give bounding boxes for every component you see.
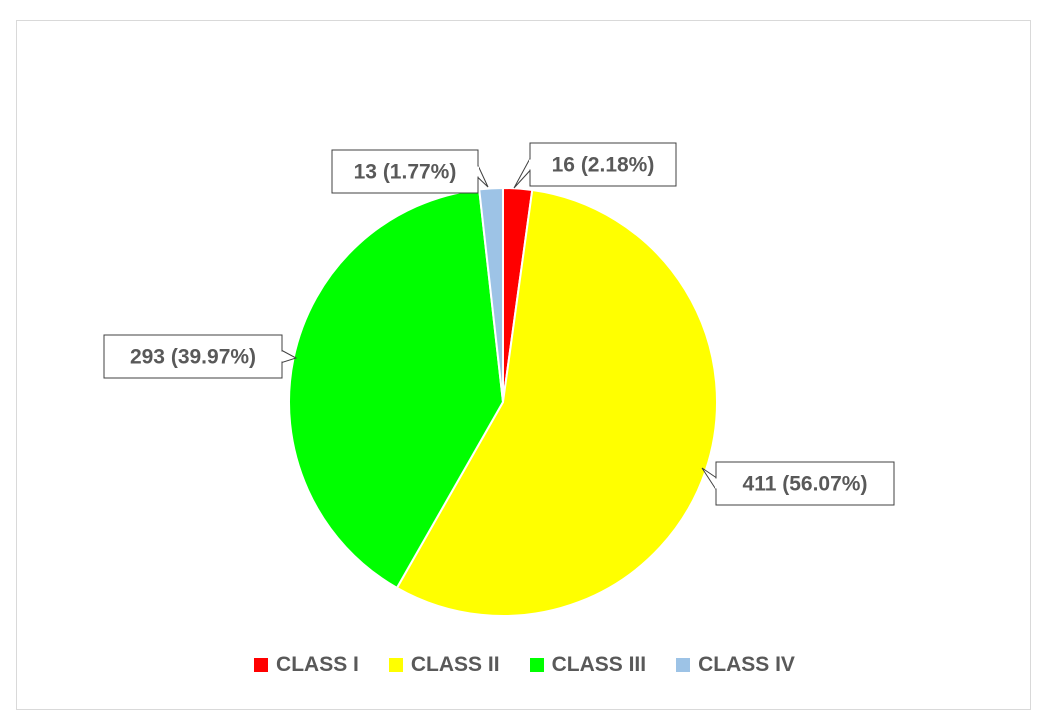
legend-item-class-iv[interactable]: CLASS IV: [676, 653, 795, 677]
legend-label: CLASS III: [551, 653, 647, 676]
pie-slice-class-iv[interactable]: [478, 186, 504, 403]
data-label-class-iv: 13 (1.77%): [331, 149, 489, 194]
legend-item-class-iii[interactable]: CLASS III: [529, 653, 647, 677]
data-label-class-iii: 293 (39.97%): [103, 334, 298, 379]
legend-label: CLASS II: [410, 653, 500, 676]
data-label-text: 13 (1.77%): [354, 161, 457, 184]
data-label-text: 293 (39.97%): [130, 346, 256, 369]
legend-swatch: [676, 658, 691, 672]
data-label-class-ii: 411 (56.07%): [701, 461, 895, 506]
data-label-text: 411 (56.07%): [743, 473, 868, 496]
data-label-text: 16 (2.18%): [552, 154, 655, 177]
data-label-class-i: 16 (2.18%): [513, 142, 677, 189]
legend-item-class-i[interactable]: CLASS I: [254, 653, 359, 677]
legend-swatch: [388, 658, 403, 672]
legend-swatch: [254, 658, 269, 672]
legend-label: CLASS I: [276, 653, 359, 676]
legend-label: CLASS IV: [698, 653, 795, 676]
legend-item-class-ii[interactable]: CLASS II: [388, 653, 500, 677]
legend: CLASS I CLASS II CLASS III CLASS IV: [0, 650, 1049, 680]
legend-swatch: [529, 658, 544, 672]
data-labels: 16 (2.18%) 411 (56.07%) 293 (39.97%) 13 (1.…: [103, 142, 895, 506]
pie-slices: [288, 186, 718, 617]
